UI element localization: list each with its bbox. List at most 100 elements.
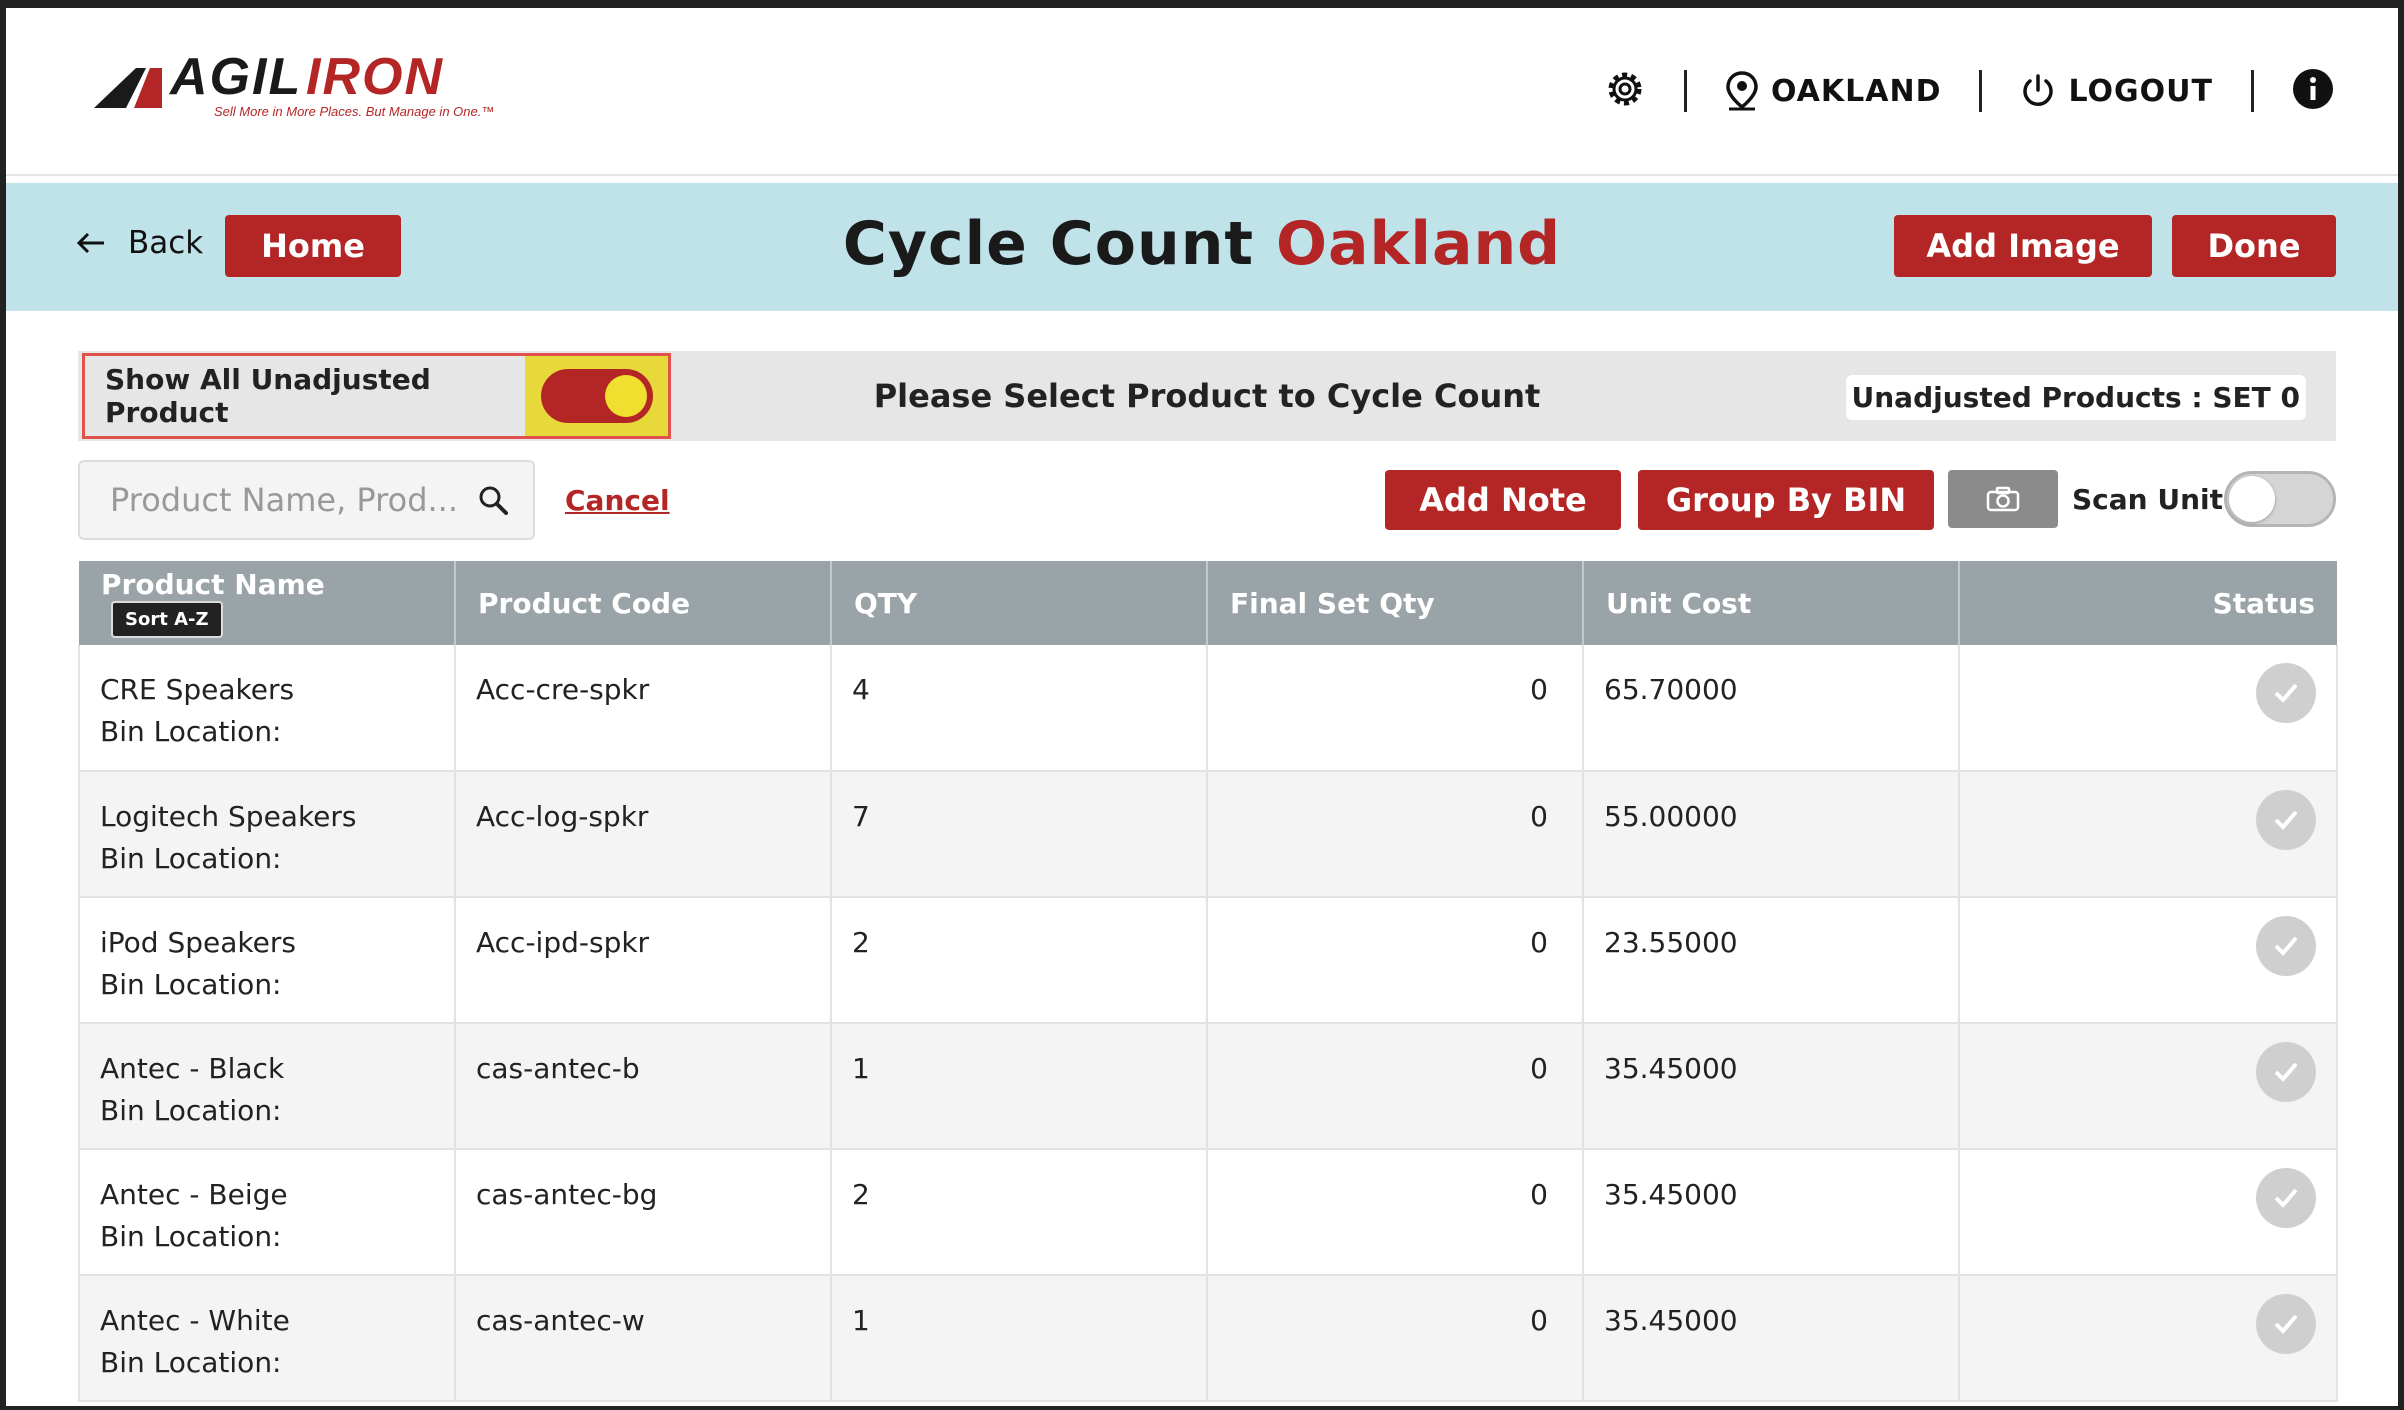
column-header-label: Product Name — [101, 568, 325, 601]
toggle-knob — [604, 375, 647, 417]
show-all-toggle-highlight — [525, 356, 668, 436]
final-set-qty[interactable]: 0 — [1206, 1275, 1584, 1402]
unit-cost: 35.45000 — [1582, 1023, 1960, 1150]
column-header-unit-cost: Unit Cost — [1583, 561, 1960, 645]
check-icon[interactable] — [2256, 663, 2316, 723]
table-row[interactable]: iPod Speakers Bin Location: Acc-ipd-spkr … — [78, 897, 2338, 1024]
column-header-qty: QTY — [831, 561, 1208, 645]
qty: 1 — [830, 1275, 1208, 1402]
table-row[interactable]: Logitech Speakers Bin Location: Acc-log-s… — [78, 771, 2338, 898]
location-selector[interactable]: OAKLAND — [1725, 71, 1942, 111]
search-input[interactable] — [80, 462, 533, 538]
product-code: Acc-cre-spkr — [454, 645, 832, 772]
product-name-cell: Antec - White Bin Location: — [78, 1275, 456, 1402]
cancel-link[interactable]: Cancel — [565, 484, 670, 517]
product-name: iPod Speakers — [100, 926, 296, 959]
agiliron-logo[interactable]: AGIL IRON Sell More in More Places. But … — [86, 48, 556, 130]
location-label: OAKLAND — [1770, 73, 1942, 109]
check-icon[interactable] — [2256, 1168, 2316, 1228]
product-name-cell: Antec - Black Bin Location: — [78, 1023, 456, 1150]
nav-divider — [1683, 70, 1687, 112]
scan-unit-toggle[interactable] — [2224, 471, 2336, 527]
status-cell — [1958, 771, 2338, 898]
add-image-button[interactable]: Add Image — [1894, 215, 2152, 277]
sort-a-z-button[interactable]: Sort A-Z — [111, 601, 223, 638]
unit-cost: 23.55000 — [1582, 897, 1960, 1024]
product-code: cas-antec-b — [454, 1023, 832, 1150]
product-name-cell: CRE Speakers Bin Location: — [78, 645, 456, 772]
camera-button[interactable] — [1948, 470, 2058, 528]
check-icon[interactable] — [2256, 790, 2316, 850]
back-label: Back — [128, 225, 204, 261]
qty: 2 — [830, 897, 1208, 1024]
bin-location: Bin Location: — [100, 1220, 282, 1253]
column-header-product-name[interactable]: Product Name Sort A-Z — [79, 561, 456, 645]
status-cell — [1958, 645, 2338, 772]
product-name-cell: Logitech Speakers Bin Location: — [78, 771, 456, 898]
home-button[interactable]: Home — [225, 215, 401, 277]
qty: 7 — [830, 771, 1208, 898]
final-set-qty[interactable]: 0 — [1206, 771, 1584, 898]
table-row[interactable]: Antec - White Bin Location: cas-antec-w 1… — [78, 1275, 2338, 1402]
product-name: Antec - Black — [100, 1052, 285, 1085]
app-frame: AGIL IRON Sell More in More Places. But … — [6, 8, 2398, 1406]
qty: 2 — [830, 1149, 1208, 1276]
done-button[interactable]: Done — [2172, 215, 2336, 277]
final-set-qty[interactable]: 0 — [1206, 1023, 1584, 1150]
page-title-text: Cycle Count — [842, 209, 1255, 279]
product-name: Antec - Beige — [100, 1178, 288, 1211]
arrow-left-icon — [76, 232, 104, 254]
product-name: Logitech Speakers — [100, 800, 357, 833]
unit-cost: 65.70000 — [1582, 645, 1960, 772]
status-cell — [1958, 897, 2338, 1024]
final-set-qty[interactable]: 0 — [1206, 645, 1584, 772]
svg-text:Sell More in More Places. But: Sell More in More Places. But Manage in … — [214, 104, 494, 119]
product-name-cell: iPod Speakers Bin Location: — [78, 897, 456, 1024]
show-all-label: Show All Unadjusted Product — [105, 363, 431, 429]
table-row[interactable]: Antec - Black Bin Location: cas-antec-b 1… — [78, 1023, 2338, 1150]
nav-divider — [2251, 70, 2254, 112]
status-cell — [1958, 1275, 2338, 1402]
unit-cost: 55.00000 — [1582, 771, 1960, 898]
info-icon[interactable] — [2292, 68, 2334, 114]
check-icon[interactable] — [2256, 1294, 2316, 1354]
bin-location: Bin Location: — [100, 968, 282, 1001]
nav-divider — [1979, 70, 1983, 112]
product-name: Antec - White — [100, 1304, 290, 1337]
show-all-unadjusted: Show All Unadjusted Product — [82, 353, 671, 439]
final-set-qty[interactable]: 0 — [1206, 897, 1584, 1024]
info-bar: Show All Unadjusted Product Please Selec… — [78, 351, 2336, 441]
add-note-button[interactable]: Add Note — [1385, 470, 1621, 530]
logout-link[interactable]: LOGOUT — [2020, 73, 2213, 109]
unit-cost: 35.45000 — [1582, 1275, 1960, 1402]
product-table: Product Name Sort A-Z Product Code QTY F… — [78, 561, 2338, 1402]
final-set-qty[interactable]: 0 — [1206, 1149, 1584, 1276]
product-code: Acc-ipd-spkr — [454, 897, 832, 1024]
product-name: CRE Speakers — [100, 673, 295, 706]
title-band: Back Home Cycle Count Oakland Add Image … — [6, 183, 2398, 311]
table-row[interactable]: CRE Speakers Bin Location: Acc-cre-spkr 4… — [78, 645, 2338, 772]
check-icon[interactable] — [2256, 916, 2316, 976]
bin-location: Bin Location: — [100, 1346, 282, 1379]
select-product-message: Please Select Product to Cycle Count — [873, 377, 1541, 415]
top-nav: OAKLAND LOGOUT — [1604, 56, 2334, 126]
product-code: cas-antec-w — [454, 1275, 832, 1402]
gear-icon[interactable] — [1604, 68, 1646, 114]
check-icon[interactable] — [2256, 1042, 2316, 1102]
table-row[interactable]: Antec - Beige Bin Location: cas-antec-bg … — [78, 1149, 2338, 1276]
column-header-product-code: Product Code — [455, 561, 832, 645]
power-icon — [2023, 74, 2054, 106]
unadjusted-products-badge: Unadjusted Products : SET 0 — [1845, 375, 2306, 420]
show-all-toggle[interactable] — [540, 369, 653, 423]
search-icon[interactable] — [477, 484, 509, 520]
bin-location: Bin Location: — [100, 715, 282, 748]
logout-label: LOGOUT — [2068, 73, 2213, 109]
svg-text:AGIL: AGIL — [168, 50, 302, 106]
page-title: Cycle Count Oakland — [6, 209, 2398, 279]
back-button[interactable]: Back — [76, 225, 203, 261]
product-name-cell: Antec - Beige Bin Location: — [78, 1149, 456, 1276]
location-pin-icon — [1726, 71, 1758, 111]
group-by-bin-button[interactable]: Group By BIN — [1638, 470, 1934, 530]
status-cell — [1958, 1023, 2338, 1150]
svg-text:IRON: IRON — [306, 50, 444, 106]
